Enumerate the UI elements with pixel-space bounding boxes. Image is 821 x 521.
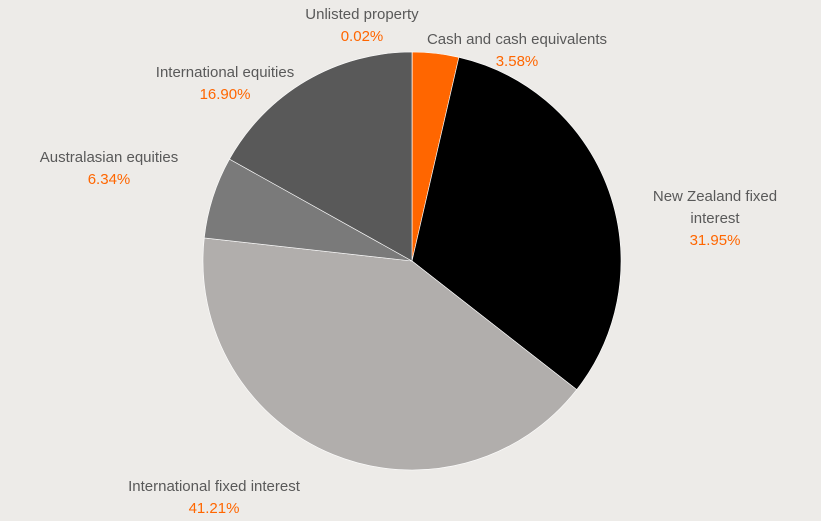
pie-slice-international-fixed-interest [202,237,578,471]
pie-slices [202,51,622,471]
slice-label-australasian-equities: Australasian equities 6.34% [40,149,178,188]
pie-slice-new-zealand-fixed-interest [411,56,622,391]
category-label: New Zealand fixed interest [653,188,777,227]
value-label: 16.90% [200,86,251,103]
slice-label-unlisted-property: Unlisted property 0.02% [305,6,419,45]
category-label: Unlisted property [305,6,419,23]
category-label: Cash and cash equivalents [427,31,607,48]
value-label: 31.95% [690,232,741,249]
value-label: 41.21% [189,500,240,517]
value-label: 6.34% [88,171,131,188]
slice-label-international-equities: International equities 16.90% [156,64,294,103]
pie-slice-international-equities [229,51,413,262]
slice-labels: Unlisted property 0.02% Cash and cash equi… [40,6,777,517]
category-label: International equities [156,64,294,81]
slice-label-cash-and-cash-equivalents: Cash and cash equivalents 3.58% [427,31,607,70]
category-label: International fixed interest [128,478,301,495]
value-label: 0.02% [341,28,384,45]
slice-label-new-zealand-fixed-interest: New Zealand fixed interest 31.95% [653,188,777,249]
value-label: 3.58% [496,53,539,70]
category-label: Australasian equities [40,149,178,166]
slice-label-international-fixed-interest: International fixed interest 41.21% [128,478,301,517]
